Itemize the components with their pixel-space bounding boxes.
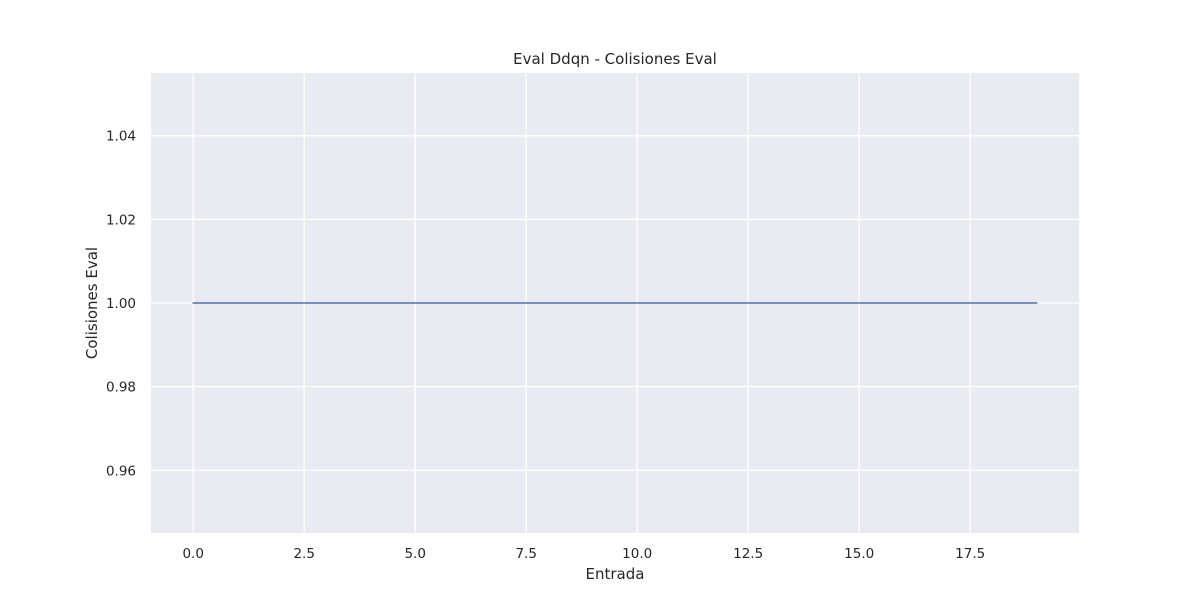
y-tick-label: 1.00 [106, 296, 136, 312]
y-tick-label: 1.02 [106, 212, 136, 228]
x-axis-label: Entrada [586, 565, 645, 583]
y-tick-labels: 0.96 0.98 1.00 1.02 1.04 [106, 129, 136, 480]
x-tick-label: 15.0 [844, 546, 874, 562]
x-tick-label: 12.5 [733, 546, 763, 562]
x-tick-label: 5.0 [404, 546, 425, 562]
y-tick-label: 0.98 [106, 380, 136, 396]
x-tick-label: 7.5 [515, 546, 536, 562]
y-axis-label: Colisiones Eval [83, 247, 101, 359]
x-tick-label: 0.0 [182, 546, 203, 562]
x-tick-label: 10.0 [622, 546, 652, 562]
y-tick-label: 0.96 [106, 463, 136, 479]
x-tick-labels: 0.0 2.5 5.0 7.5 10.0 12.5 15.0 17.5 [182, 546, 985, 562]
x-tick-label: 17.5 [955, 546, 985, 562]
y-tick-label: 1.04 [106, 129, 136, 145]
x-tick-label: 2.5 [293, 546, 314, 562]
chart-title: Eval Ddqn - Colisiones Eval [513, 50, 717, 68]
